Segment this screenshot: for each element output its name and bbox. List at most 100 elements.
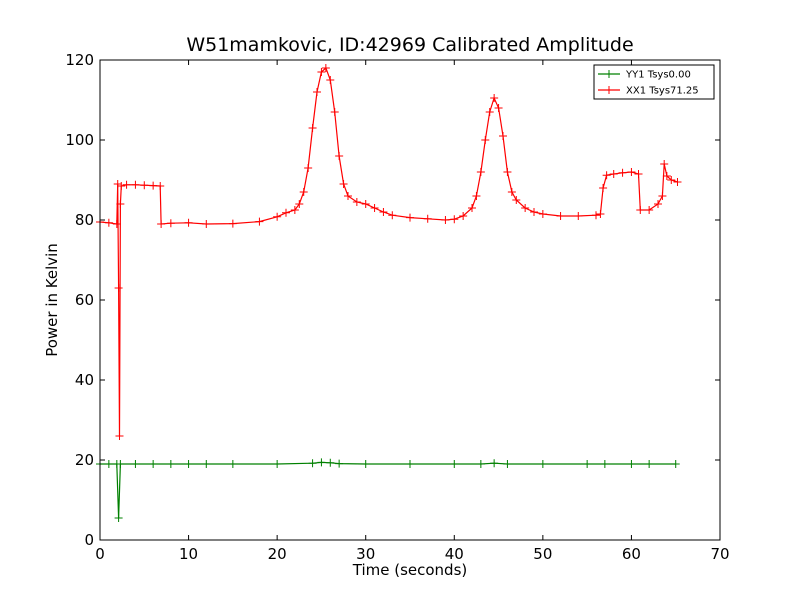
data-point	[476, 460, 485, 468]
data-point	[202, 460, 211, 468]
data-point	[490, 94, 499, 102]
data-point	[660, 160, 669, 168]
data-point	[450, 460, 459, 468]
data-point	[512, 196, 521, 204]
data-point	[104, 460, 113, 468]
data-point	[166, 460, 175, 468]
data-point	[166, 219, 175, 228]
data-point	[184, 460, 193, 468]
legend-marker	[605, 86, 613, 94]
data-point	[441, 216, 450, 224]
x-tick-label: 50	[533, 545, 552, 563]
data-point	[538, 460, 547, 468]
data-point	[117, 182, 126, 190]
data-point	[255, 217, 264, 226]
legend-label: YY1 Tsys0.00	[625, 70, 691, 81]
data-point	[609, 170, 618, 178]
x-tick-label: 60	[622, 545, 641, 563]
series-1	[96, 64, 682, 440]
data-point	[530, 208, 538, 216]
data-point	[538, 210, 547, 218]
data-point	[596, 210, 605, 218]
data-point	[157, 220, 166, 228]
series-0	[96, 458, 680, 522]
data-point	[313, 88, 321, 96]
data-point	[290, 206, 299, 214]
data-point	[308, 459, 317, 468]
x-tick-label: 20	[268, 545, 287, 563]
data-point	[113, 180, 122, 188]
legend: YY1 Tsys0.00 XX1 Tsys71.25	[593, 64, 715, 100]
y-tick-label: 60	[75, 291, 94, 309]
data-point	[104, 218, 113, 227]
data-point	[273, 212, 282, 221]
data-point	[379, 208, 388, 216]
x-tick-label: 40	[445, 545, 464, 563]
data-point	[667, 176, 676, 184]
data-point	[295, 200, 304, 208]
data-point	[115, 432, 124, 440]
data-point	[282, 208, 290, 217]
legend-marker	[605, 70, 613, 78]
data-point	[468, 204, 476, 212]
data-point	[645, 206, 654, 214]
data-point	[406, 213, 414, 222]
data-point	[335, 459, 344, 468]
data-point	[140, 181, 149, 190]
data-point	[304, 164, 313, 172]
data-point	[339, 180, 348, 188]
data-point	[494, 104, 503, 112]
x-tick-label: 30	[356, 545, 375, 563]
data-point	[370, 204, 379, 212]
data-point	[131, 180, 140, 189]
data-point	[658, 192, 667, 200]
data-point	[503, 460, 512, 468]
data-point	[335, 152, 344, 160]
y-tick-label: 20	[75, 451, 94, 469]
data-point	[671, 460, 680, 468]
data-point	[507, 188, 516, 196]
data-point	[149, 460, 158, 468]
y-axis-label: Power in Kelvin	[43, 243, 61, 357]
data-point	[388, 211, 397, 220]
data-point	[583, 460, 592, 468]
x-tick-label: 10	[179, 545, 198, 563]
data-point	[326, 76, 335, 84]
data-point	[361, 200, 370, 208]
data-point	[299, 188, 308, 196]
data-point	[476, 168, 485, 176]
series-line	[100, 461, 676, 519]
data-point	[228, 219, 237, 228]
data-point	[202, 220, 211, 228]
data-point	[592, 211, 600, 220]
y-tick-label: 80	[75, 211, 94, 229]
data-point	[673, 178, 682, 186]
data-point	[321, 64, 330, 72]
legend-box	[593, 64, 715, 100]
data-point	[459, 212, 468, 220]
chart-title: W51mamkovic, ID:42969 Calibrated Amplitu…	[186, 34, 634, 56]
y-tick-label: 120	[65, 51, 94, 69]
data-point	[618, 168, 627, 177]
data-point	[574, 212, 583, 220]
data-point	[423, 214, 432, 223]
data-point	[131, 460, 140, 468]
data-point	[662, 172, 671, 180]
data-point	[654, 200, 662, 208]
data-point	[361, 460, 370, 468]
data-point	[114, 514, 123, 522]
data-point	[330, 108, 339, 116]
x-tick-label: 0	[95, 545, 105, 563]
data-point	[481, 136, 490, 144]
data-point	[503, 168, 512, 176]
data-point	[485, 108, 494, 116]
data-point	[317, 458, 326, 467]
data-point	[228, 460, 237, 468]
series-line	[99, 66, 678, 437]
data-point	[184, 218, 193, 227]
data-point	[317, 68, 326, 76]
data-point	[406, 460, 414, 468]
data-point	[149, 181, 158, 190]
